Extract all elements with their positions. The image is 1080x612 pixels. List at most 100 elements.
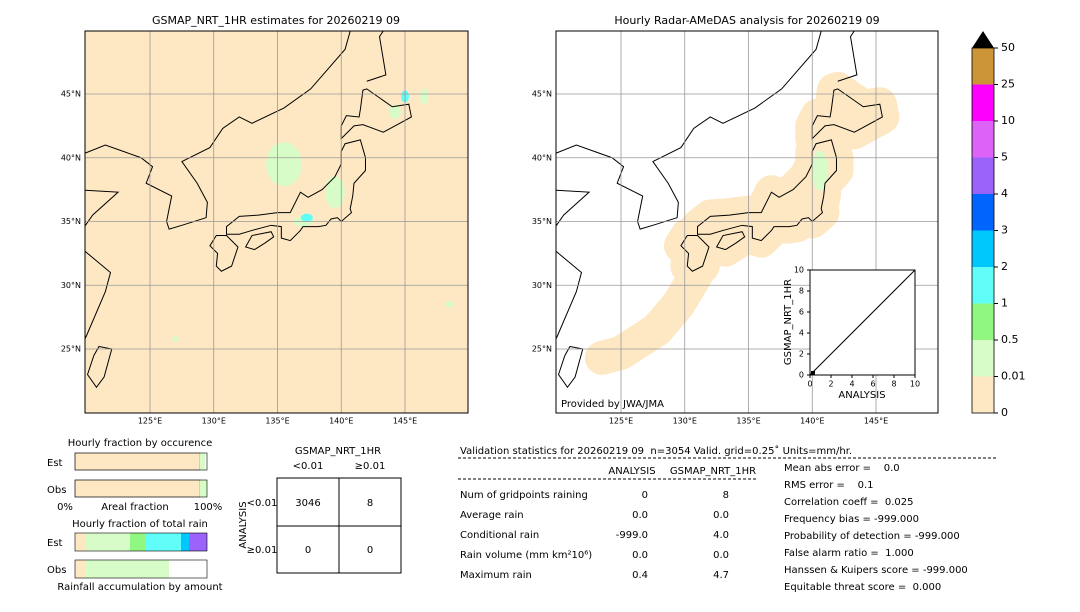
- colorbar-segment: [972, 230, 994, 267]
- ct-col: <0.01: [293, 461, 324, 472]
- coastline: [837, 31, 858, 82]
- rain-patch: [300, 213, 313, 222]
- colorbar-label: 25: [1001, 78, 1015, 91]
- tot-row: Obs: [47, 565, 66, 576]
- val-label: Average rain: [460, 510, 524, 521]
- lat-label: 25°N: [532, 345, 552, 354]
- val-header: Validation statistics for 20260219 09 n=…: [460, 445, 852, 457]
- colorbar-segment: [972, 340, 994, 377]
- val-col: GSMAP_NRT_1HR: [670, 466, 756, 477]
- ct-cell: 0: [305, 545, 311, 556]
- lon-label: 130°E: [673, 417, 697, 426]
- right-title: Hourly Radar-AMeDAS analysis for 2026021…: [614, 14, 879, 27]
- colorbar-label: 3: [1001, 224, 1008, 237]
- x-tick-label: 0: [807, 380, 812, 389]
- tot-title: Hourly fraction of total rain: [72, 519, 208, 530]
- right-map-frame: [555, 30, 939, 414]
- lon-label: 140°E: [800, 417, 824, 426]
- lon-label: 140°E: [329, 417, 353, 426]
- lon-label: 125°E: [609, 417, 633, 426]
- occ-bar: [200, 453, 205, 470]
- coastline: [811, 88, 883, 140]
- lon-label: 135°E: [265, 417, 289, 426]
- coastline: [556, 189, 591, 227]
- ct-col: ≥0.01: [355, 461, 386, 472]
- val-score: Equitable threat score = 0.000: [784, 582, 941, 593]
- colorbar-extend: [972, 31, 994, 48]
- occ-row: Est: [47, 458, 63, 469]
- ct-cell: 8: [367, 498, 373, 509]
- left-title: GSMAP_NRT_1HR estimates for 20260219 09: [152, 14, 400, 27]
- val-score: Probability of detection = -999.000: [784, 531, 960, 542]
- colorbar-segment: [972, 84, 994, 121]
- lon-label: 145°E: [393, 417, 417, 426]
- val-label: Num of gridpoints raining: [460, 490, 588, 501]
- inset-xlabel: ANALYSIS: [838, 390, 885, 401]
- val-col: ANALYSIS: [608, 466, 655, 477]
- coastline: [556, 31, 822, 230]
- coastline: [226, 139, 366, 242]
- left-map: [85, 31, 468, 413]
- val-label: Maximum rain: [460, 570, 532, 581]
- occ-title: Hourly fraction by occurence: [68, 438, 212, 449]
- occ-frame: [74, 452, 208, 471]
- val-gsmap: 4.7: [713, 570, 729, 581]
- left-map-bg: [85, 31, 468, 413]
- x-tick-label: 8: [891, 380, 896, 389]
- coastline: [366, 31, 387, 82]
- val-label: Conditional rain: [460, 530, 539, 541]
- ct-cell: 0: [367, 545, 373, 556]
- colorbar-label: 10: [1001, 114, 1015, 127]
- lon-label: 145°E: [864, 417, 888, 426]
- x-tick-label: 4: [849, 380, 854, 389]
- inset-ylabel: GSMAP_NRT_1HR: [783, 279, 794, 365]
- y-tick-label: 6: [799, 308, 804, 317]
- colorbar-label: 0.5: [1001, 333, 1019, 346]
- y-tick-label: 2: [799, 350, 804, 359]
- colorbar-segment: [972, 121, 994, 158]
- val-analysis: 0: [642, 490, 648, 501]
- rain-patch: [811, 150, 828, 191]
- tot-bar: [85, 560, 169, 578]
- val-label: Rain volume (mm km²10⁶): [460, 550, 592, 561]
- rain-patch: [172, 335, 179, 342]
- colorbar-label: 50: [1001, 41, 1015, 54]
- rain-patch: [420, 88, 429, 105]
- coastline: [715, 231, 746, 251]
- y-tick-label: 0: [799, 371, 804, 380]
- tot-row: Est: [47, 538, 63, 549]
- colorbar-segment: [972, 267, 994, 304]
- ct-row-axis: ANALYSIS: [238, 501, 249, 548]
- radar-coverage: [795, 71, 900, 156]
- lat-label: 35°N: [532, 217, 552, 226]
- ct-row: ≥0.01: [247, 545, 278, 556]
- val-rows: Num of gridpoints raining 0 8 Average rain 0…: [460, 463, 968, 593]
- x-tick-label: 10: [910, 380, 920, 389]
- tot-bar: [86, 533, 130, 551]
- coastline: [85, 250, 112, 340]
- lat-label: 30°N: [532, 281, 552, 290]
- val-analysis: -999.0: [616, 530, 648, 541]
- val-analysis: 0.0: [632, 550, 648, 561]
- coastline: [556, 250, 583, 340]
- coastline: [680, 235, 710, 272]
- ct-row: <0.01: [247, 498, 278, 509]
- tot-bar: [130, 533, 146, 551]
- occ-bar: [200, 480, 207, 497]
- rain-patch: [388, 104, 401, 119]
- occ-axis: 0%: [57, 502, 73, 513]
- val-score: Frequency bias = -999.000: [784, 514, 919, 525]
- colorbar-segment: [972, 157, 994, 194]
- diagonal: [809, 269, 916, 376]
- colorbar-label: 0.01: [1001, 370, 1026, 383]
- colorbar-segment: [972, 48, 994, 85]
- coastline: [697, 139, 837, 242]
- occ-bar: [74, 479, 201, 498]
- lat-label: 40°N: [532, 153, 552, 162]
- lon-label: 135°E: [736, 417, 760, 426]
- y-tick-label: 8: [799, 287, 804, 296]
- colorbar-segment: [972, 194, 994, 231]
- colorbar-label: 1: [1001, 297, 1008, 310]
- tot-bar: [189, 533, 207, 551]
